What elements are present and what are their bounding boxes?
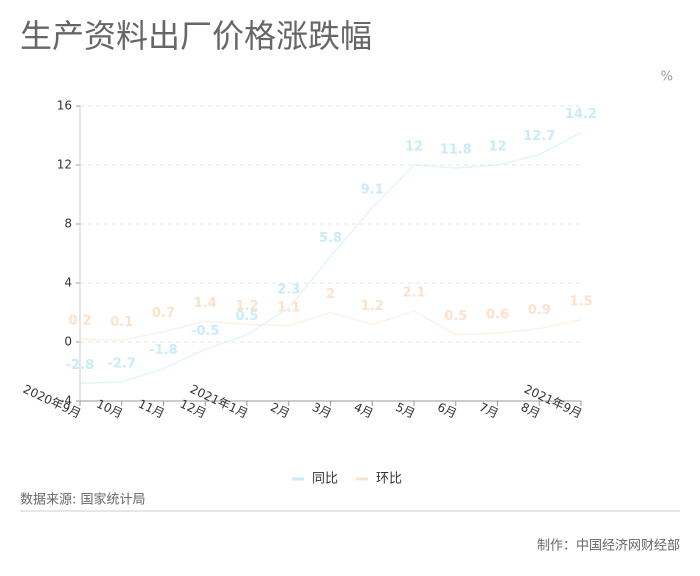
- data-label: 2.1: [402, 286, 425, 301]
- data-label: 0.7: [152, 306, 175, 321]
- x-tick-label: 10月: [94, 397, 125, 421]
- x-tick-label: 2020年9月: [21, 382, 83, 421]
- data-label: 1.2: [235, 299, 258, 314]
- data-label: 2: [326, 287, 335, 302]
- data-label: -2.7: [108, 356, 136, 371]
- legend-label: 环比: [376, 472, 402, 487]
- data-label: 9.1: [361, 182, 384, 197]
- data-label: 0.6: [486, 308, 509, 323]
- data-label: 5.8: [319, 231, 342, 246]
- data-label: 0.2: [68, 314, 91, 329]
- data-label: 0.5: [444, 309, 467, 324]
- y-tick-label: 8: [64, 217, 72, 231]
- x-tick-label: 11月: [136, 397, 167, 421]
- series-line: [79, 131, 582, 385]
- y-tick-label: -4: [60, 394, 72, 408]
- data-label: 1.1: [277, 300, 300, 315]
- unit-label: %: [661, 70, 673, 85]
- data-label: 11.8: [440, 142, 472, 157]
- data-label: 12: [488, 140, 506, 155]
- source: 数据来源: 国家统计局: [20, 492, 146, 508]
- data-label: 14.2: [565, 107, 597, 122]
- y-tick-label: 12: [57, 158, 72, 172]
- data-label: 1.5: [569, 294, 592, 309]
- data-label: -1.8: [149, 343, 177, 358]
- data-label: 12: [405, 140, 423, 155]
- chart-title: 生产资料出厂价格涨跌幅: [20, 17, 372, 55]
- data-label: 1.4: [194, 296, 217, 311]
- y-tick-label: 0: [64, 335, 72, 349]
- data-label: 0.9: [528, 303, 551, 318]
- data-label: 0.1: [110, 315, 133, 330]
- data-label: -0.5: [191, 324, 219, 339]
- data-label: -2.8: [66, 358, 94, 373]
- y-tick-label: 16: [57, 99, 72, 113]
- data-label: 1.2: [361, 299, 384, 314]
- legend-label: 同比: [312, 472, 338, 487]
- credit: 制作：中国经济网财经部: [537, 539, 680, 554]
- y-tick-label: 4: [64, 276, 72, 290]
- series-line: [79, 310, 582, 342]
- data-label: 2.3: [277, 283, 300, 298]
- data-label: 0.5: [235, 309, 258, 324]
- data-label: 12.7: [523, 129, 555, 144]
